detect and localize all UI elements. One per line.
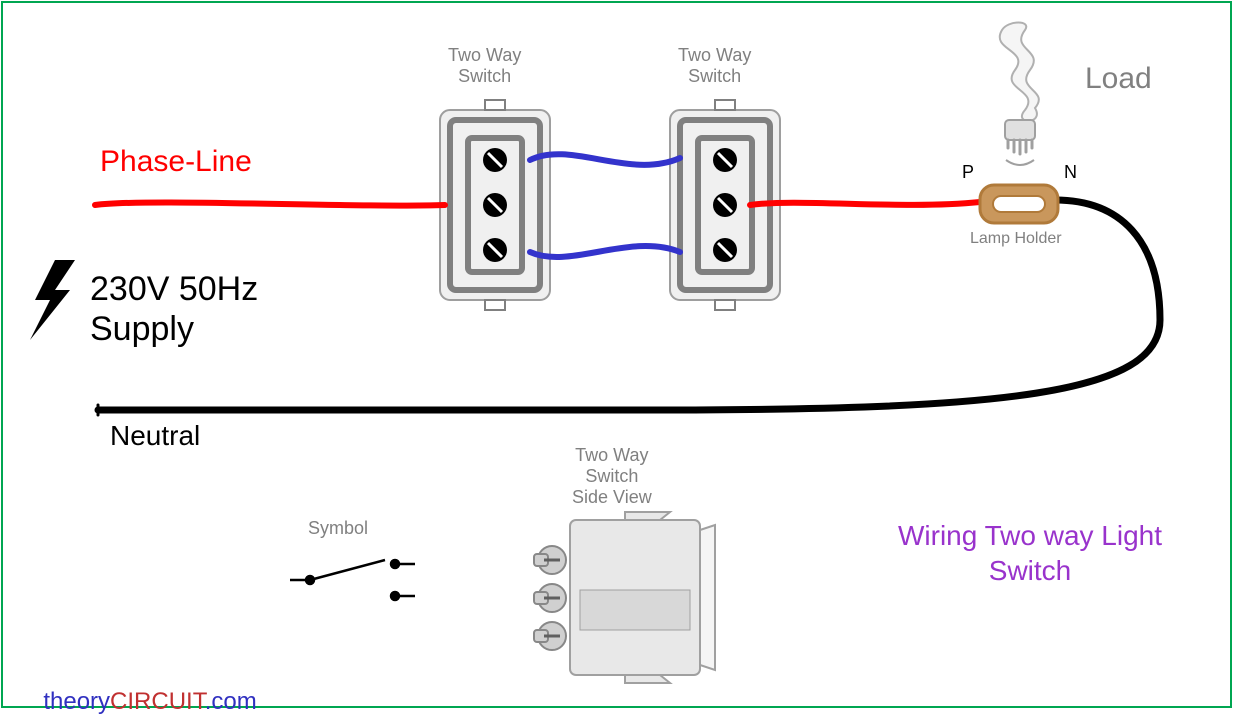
neutral-label: Neutral xyxy=(110,420,200,452)
diagram-svg xyxy=(0,0,1235,711)
switch2-label: Two Way Switch xyxy=(678,45,751,87)
symbol-label: Symbol xyxy=(308,518,368,539)
brand-label: theoryCIRCUIT.com xyxy=(30,660,257,716)
supply-line1: 230V 50Hz xyxy=(90,270,258,309)
symbol-graphic xyxy=(290,560,415,600)
wire-phase_in xyxy=(95,202,445,205)
switch1-label: Two Way Switch xyxy=(448,45,521,87)
lightning-icon xyxy=(30,260,75,340)
lamp-holder-label: Lamp Holder xyxy=(970,230,1062,248)
title-line2: Switch xyxy=(860,555,1200,587)
lamp-holder xyxy=(980,185,1058,223)
phase-label: Phase-Line xyxy=(100,145,252,179)
p-label: P xyxy=(962,162,974,183)
wire-traveller_top xyxy=(530,154,680,165)
side-view-label: Two Way Switch Side View xyxy=(572,445,652,508)
supply-line2: Supply xyxy=(90,310,194,349)
wire-traveller_bot xyxy=(530,246,680,257)
title-line1: Wiring Two way Light xyxy=(860,520,1200,552)
wire-phase_out xyxy=(750,202,980,205)
switch-1 xyxy=(440,100,550,310)
n-label: N xyxy=(1064,162,1077,183)
load-label: Load xyxy=(1085,62,1152,96)
switch-side-view xyxy=(534,512,715,683)
bulb-icon xyxy=(1000,23,1039,166)
